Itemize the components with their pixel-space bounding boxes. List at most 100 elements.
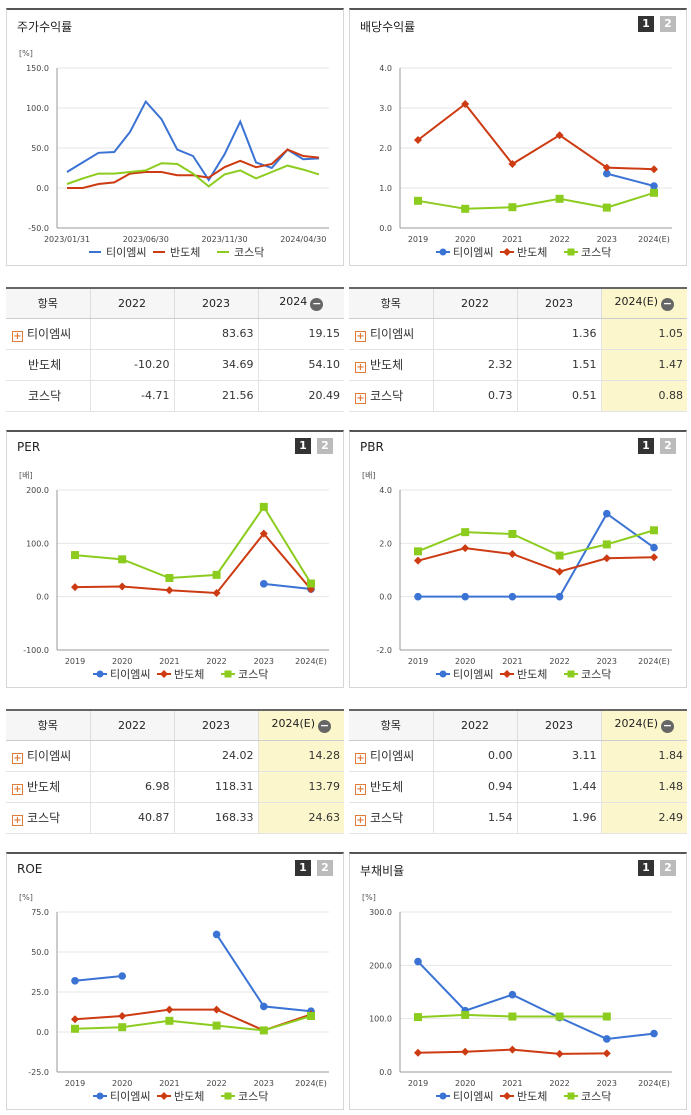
value-cell: 118.31 <box>173 771 258 803</box>
row-name-cell: + 티이엠씨 <box>349 740 433 772</box>
data-point <box>71 1024 79 1033</box>
data-point <box>508 592 517 601</box>
collapse-icon[interactable]: − <box>661 719 675 734</box>
x-tick-label: 2024(E) <box>638 1079 670 1088</box>
legend-marker <box>224 1092 232 1100</box>
roe-title: ROE <box>17 862 43 876</box>
page-1-button[interactable]: 1 <box>295 438 311 454</box>
data-point <box>650 526 658 535</box>
x-tick-label: 2023/06/30 <box>123 235 169 244</box>
per-pager: 1 2 <box>295 438 333 454</box>
data-point <box>414 136 422 144</box>
expand-plus-icon[interactable]: + <box>355 362 366 373</box>
data-point <box>165 1005 174 1014</box>
row-name-cell: 코스닥 <box>6 380 90 412</box>
expand-plus-icon[interactable]: + <box>355 393 366 404</box>
data-point <box>555 551 564 560</box>
data-point <box>602 540 611 549</box>
collapse-icon[interactable]: − <box>310 297 324 312</box>
row-name-cell: + 티이엠씨 <box>6 740 90 772</box>
legend-label: 코스닥 <box>238 1090 268 1103</box>
y-tick-label: 100.0 <box>26 104 49 113</box>
legend-label: 코스닥 <box>581 246 611 259</box>
collapse-icon[interactable]: − <box>318 719 332 734</box>
series-line-1 <box>74 531 312 594</box>
data-point <box>71 977 79 985</box>
data-point <box>555 1049 564 1058</box>
table-header-cell: 2023 <box>516 709 601 741</box>
legend-marker <box>96 670 104 678</box>
pbr-title: PBR <box>360 440 384 454</box>
legend-label: 반도체 <box>517 1090 547 1103</box>
data-point <box>603 1035 611 1043</box>
per-panel: PER 1 2 [배] -100.0 0.0 100.0 200.0 2019 2020 20… <box>6 430 344 688</box>
expand-plus-icon[interactable]: + <box>355 753 366 764</box>
page-1-button[interactable]: 1 <box>295 860 311 876</box>
value-cell: 24.63 <box>257 802 344 834</box>
x-tick-label: 2019 <box>65 657 85 666</box>
page-1-button[interactable]: 1 <box>638 860 654 876</box>
page-1-button[interactable]: 1 <box>638 16 654 32</box>
value-cell: 2.32 <box>432 349 517 381</box>
value-cell: 40.87 <box>89 802 174 834</box>
series-line-1 <box>417 547 655 573</box>
expand-plus-icon[interactable]: + <box>355 815 366 826</box>
x-tick-label: 2023/11/30 <box>201 235 247 244</box>
expand-plus-icon[interactable]: + <box>12 331 23 342</box>
expand-plus-icon[interactable]: + <box>355 784 366 795</box>
legend-label: 티이엠씨 <box>106 246 146 259</box>
data-point <box>118 1023 127 1032</box>
x-tick-label: 2022 <box>206 657 226 666</box>
table-header-cell: 2024(E) − <box>600 287 687 319</box>
table-row: + 티이엠씨 24.02 14.28 <box>6 740 344 772</box>
x-tick-label: 2020 <box>455 657 475 666</box>
series-line-0 <box>66 99 320 182</box>
data-point <box>259 529 268 538</box>
collapse-icon[interactable]: − <box>661 297 675 312</box>
page-2-button[interactable]: 2 <box>660 438 676 454</box>
x-tick-label: 2023 <box>597 1079 617 1088</box>
data-point <box>555 567 564 576</box>
expand-plus-icon[interactable]: + <box>355 331 366 342</box>
expand-plus-icon[interactable]: + <box>12 815 23 826</box>
table-header-cell: 항목 <box>6 287 90 319</box>
value-cell: 0.00 <box>432 740 517 772</box>
data-point <box>461 1047 470 1056</box>
x-tick-label: 2020 <box>455 235 475 244</box>
data-point <box>461 204 470 213</box>
x-tick-label: 2019 <box>408 1079 428 1088</box>
data-point <box>414 1013 422 1022</box>
series-line-0 <box>606 172 655 187</box>
row-name-label: 반도체 <box>370 358 404 372</box>
table-header-row: 항목 2022 2023 2024(E) − <box>349 709 687 741</box>
value-cell: 1.05 <box>600 318 687 350</box>
page-2-button[interactable]: 2 <box>660 16 676 32</box>
y-tick-label: -25.0 <box>28 1068 49 1077</box>
page-2-button[interactable]: 2 <box>317 438 333 454</box>
legend-label: 티이엠씨 <box>110 668 150 681</box>
legend-label: 티이엠씨 <box>453 668 493 681</box>
page-2-button[interactable]: 2 <box>660 860 676 876</box>
expand-plus-icon[interactable]: + <box>12 753 23 764</box>
page-2-button[interactable]: 2 <box>317 860 333 876</box>
data-point <box>118 972 126 980</box>
y-tick-label: 300.0 <box>369 908 392 917</box>
expand-plus-icon[interactable]: + <box>12 784 23 795</box>
value-cell <box>89 318 174 350</box>
data-point <box>259 502 268 511</box>
data-point <box>165 1016 174 1025</box>
row-name-label: 코스닥 <box>370 389 404 403</box>
table-header-cell: 2022 <box>89 287 174 319</box>
x-tick-label: 2019 <box>65 1079 85 1088</box>
page-1-button[interactable]: 1 <box>638 438 654 454</box>
value-cell: 1.51 <box>516 349 601 381</box>
series-line-0 <box>215 933 312 1013</box>
data-point <box>650 1029 658 1038</box>
y-tick-label: 3.0 <box>379 104 392 113</box>
legend-label: 티이엠씨 <box>110 1090 150 1103</box>
legend-marker <box>224 670 232 678</box>
data-point <box>650 553 658 562</box>
series-line-2 <box>74 505 312 585</box>
series-line-2 <box>66 162 320 188</box>
per-title: PER <box>17 440 41 454</box>
